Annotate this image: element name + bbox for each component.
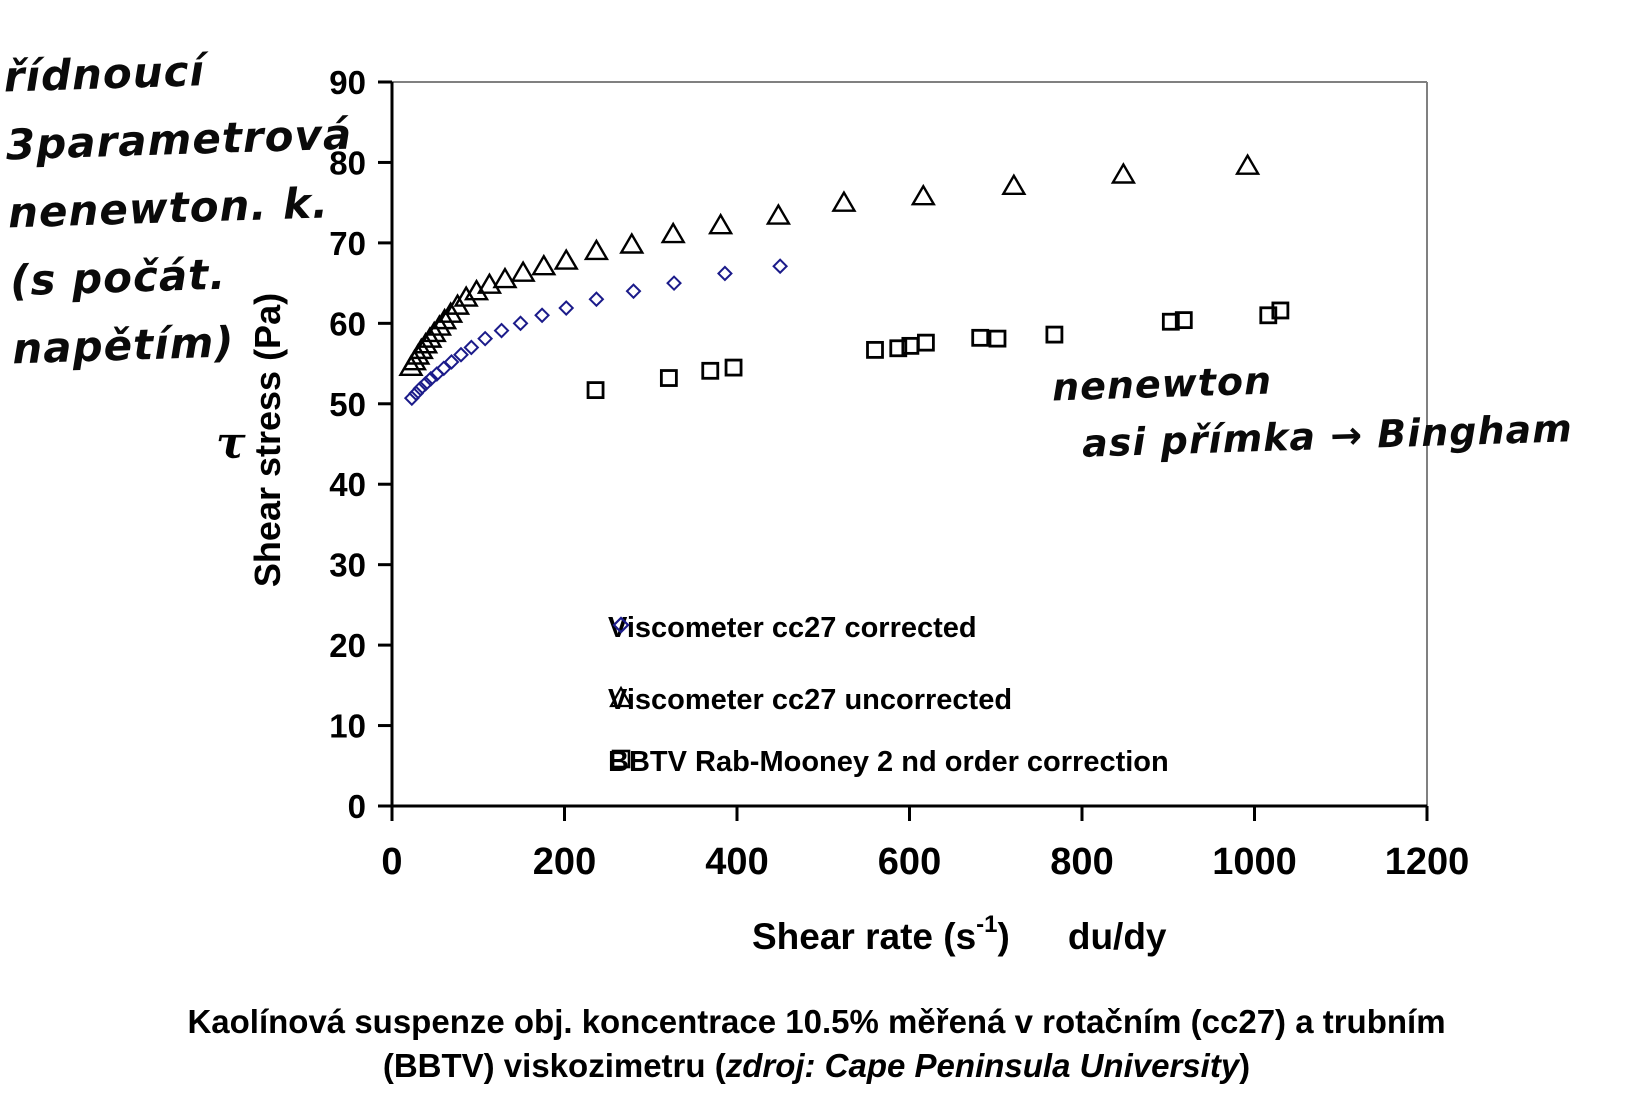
y-tick-label: 80	[329, 144, 366, 181]
data-point-triangle	[531, 253, 557, 276]
x-axis-title-exponent: -1	[976, 910, 998, 938]
data-point-square	[701, 361, 720, 380]
x-tick-label: 1000	[1212, 841, 1297, 883]
y-tick-label: 60	[329, 305, 366, 342]
data-point-triangle	[492, 266, 518, 289]
figure-caption: Kaolínová suspenze obj. koncentrace 10.5…	[0, 1000, 1633, 1088]
data-point-triangle	[708, 212, 734, 235]
data-point-diamond	[412, 380, 429, 397]
data-point-triangle	[1110, 162, 1136, 184]
data-point-diamond	[463, 339, 480, 356]
data-point-triangle	[1235, 153, 1261, 175]
data-point-triangle	[831, 190, 857, 212]
x-axis-title-dudy: du/dy	[1067, 916, 1167, 957]
data-point-square	[988, 329, 1007, 348]
x-tick-label: 200	[533, 841, 596, 883]
caption-line-2: (BBTV) viskozimetru (zdroj: Cape Peninsu…	[382, 1047, 1251, 1084]
data-point-diamond	[772, 258, 789, 275]
data-point-square	[1045, 325, 1064, 344]
diamond-icon	[612, 616, 630, 634]
data-point-triangle	[453, 285, 479, 307]
data-point-triangle	[660, 221, 686, 244]
data-point-square	[586, 381, 605, 400]
data-point-diamond	[435, 360, 452, 377]
data-point-triangle	[421, 320, 447, 343]
square-icon	[611, 749, 631, 769]
data-point-square	[1161, 312, 1180, 331]
data-point-diamond	[417, 375, 434, 392]
x-axis-title-row: Shear rate (s-1) du/dy	[752, 910, 1167, 958]
data-point-triangle	[426, 314, 453, 336]
data-point-diamond	[588, 291, 605, 308]
data-point-square	[889, 339, 908, 358]
x-tick-label: 800	[1050, 841, 1113, 883]
y-tick-label: 20	[329, 627, 366, 664]
caption-source-italic: zdroj: Cape Peninsula University	[725, 1047, 1240, 1084]
data-point-square	[1174, 311, 1193, 330]
data-point-square	[1271, 301, 1290, 320]
data-point-diamond	[403, 390, 420, 407]
x-tick-label: 400	[705, 841, 768, 883]
data-point-square	[1259, 306, 1278, 325]
data-point-triangle	[765, 203, 791, 225]
legend-item-uncorrected: Viscometer cc27 uncorrected	[608, 684, 1012, 717]
data-point-triangle	[910, 183, 936, 206]
data-point-triangle	[583, 238, 610, 261]
data-point-square	[971, 328, 990, 347]
data-point-diamond	[666, 275, 682, 292]
data-point-diamond	[717, 265, 733, 282]
legend-label: Viscometer cc27 uncorrected	[608, 684, 1013, 716]
data-point-square	[724, 358, 743, 377]
legend-item-bbtv: BBTV Rab-Mooney 2 nd order correction	[608, 746, 1169, 779]
data-point-triangle	[1001, 173, 1027, 195]
y-tick-label: 10	[329, 708, 366, 745]
y-tick-label: 30	[329, 547, 366, 584]
x-tick-label: 0	[381, 841, 402, 883]
legend-label: Viscometer cc27 corrected	[608, 612, 977, 644]
x-tick-label: 600	[878, 841, 941, 883]
data-point-diamond	[534, 307, 550, 324]
legend-item-corrected: Viscometer cc27 corrected	[608, 612, 977, 645]
data-point-diamond	[558, 300, 575, 316]
data-point-triangle	[476, 272, 503, 294]
data-point-diamond	[422, 370, 439, 387]
data-point-diamond	[625, 283, 642, 300]
data-point-diamond	[408, 385, 425, 402]
data-point-triangle	[619, 232, 645, 254]
data-point-square	[916, 333, 935, 352]
y-tick-label: 0	[348, 788, 366, 825]
triangle-icon	[609, 685, 633, 708]
y-tick-label: 70	[329, 225, 366, 262]
data-point-diamond	[512, 315, 529, 332]
y-tick-label: 40	[329, 466, 366, 503]
data-point-diamond	[477, 330, 494, 347]
data-point-diamond	[493, 322, 510, 339]
data-point-diamond	[453, 346, 469, 363]
x-axis-title: Shear rate (s-1)	[752, 910, 1010, 957]
data-point-triangle	[510, 260, 536, 282]
data-point-diamond	[443, 354, 460, 370]
data-point-square	[659, 369, 678, 387]
y-axis-symbol-tau: τ	[216, 418, 246, 469]
data-point-triangle	[553, 248, 579, 270]
caption-line-1: Kaolínová suspenze obj. koncentrace 10.5…	[187, 1003, 1446, 1040]
legend-label: BBTV Rab-Mooney 2 nd order correction	[608, 746, 1169, 778]
data-point-square	[866, 340, 884, 359]
x-tick-label: 1200	[1385, 841, 1470, 883]
y-tick-label: 90	[329, 64, 366, 101]
handwritten-note-nenewton: nenewton	[1051, 358, 1273, 410]
data-point-triangle	[432, 307, 458, 330]
y-tick-label: 50	[329, 386, 366, 423]
